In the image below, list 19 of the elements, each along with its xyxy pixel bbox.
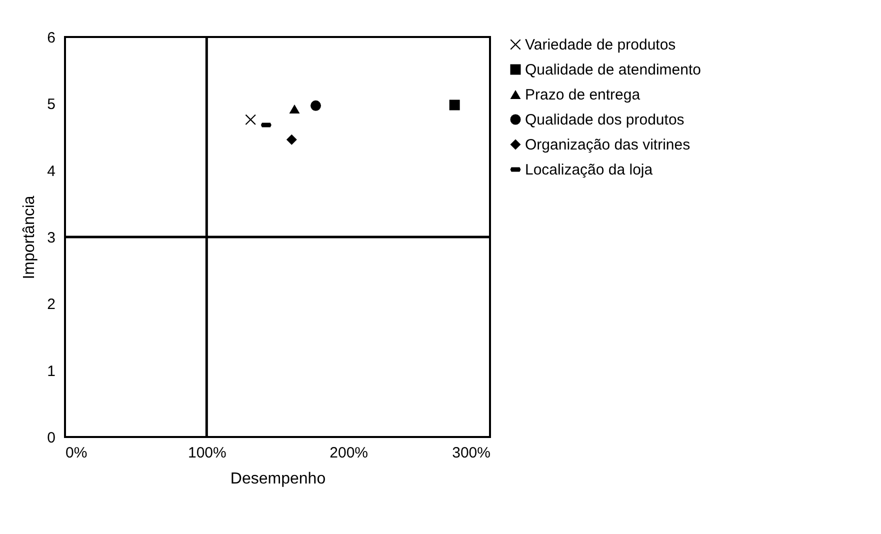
legend-label: Organização das vitrines — [525, 136, 690, 154]
legend-label: Localização da loja — [525, 162, 654, 178]
y-tick-label: 1 — [47, 362, 56, 380]
x-tick-label: 200% — [330, 444, 368, 462]
x-tick-label: 100% — [188, 444, 226, 462]
y-tick-label: 3 — [47, 230, 56, 246]
legend-label: Qualidade dos produtos — [525, 112, 684, 128]
x-axis-title: Desempenho — [230, 470, 326, 488]
y-tick-label: 6 — [47, 30, 56, 46]
y-tick-label: 4 — [47, 162, 56, 180]
y-tick-label: 5 — [47, 96, 56, 114]
x-tick-label: 0% — [66, 444, 88, 462]
legend-label: Prazo de entrega — [525, 86, 641, 104]
y-tick-label: 2 — [47, 296, 56, 314]
legend-label: Variedade de produtos — [525, 36, 676, 54]
y-tick-label: 0 — [47, 430, 56, 446]
x-tick-label: 300% — [452, 444, 490, 462]
legend-label: Qualidade de atendimento — [525, 62, 701, 78]
y-axis-title: Importância — [21, 196, 38, 280]
